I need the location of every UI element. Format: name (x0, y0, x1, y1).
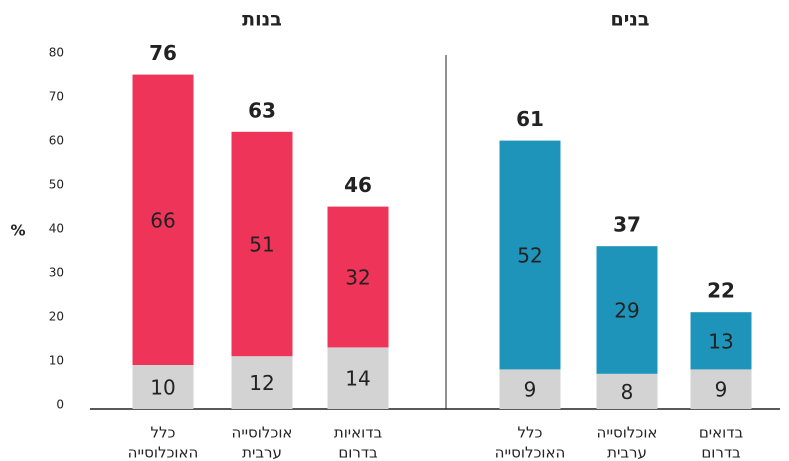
value-label: 12 (249, 371, 274, 395)
bar-segment (596, 373, 658, 409)
y-axis-label: % (10, 222, 25, 240)
bar-segment (231, 131, 293, 357)
value-label: 14 (345, 367, 370, 391)
y-tick-label: 60 (49, 134, 64, 148)
bar-segment (499, 369, 561, 409)
bar-segment (690, 369, 752, 409)
x-tick-label: האוכלוסייה (495, 444, 566, 461)
panel-title: בנות (242, 9, 282, 31)
value-label: 9 (524, 378, 537, 402)
total-label: 76 (149, 41, 177, 65)
value-label: 29 (614, 299, 639, 323)
y-tick-label: 50 (49, 178, 64, 192)
x-tick-label: אוכלוסייה (232, 424, 293, 442)
x-tick-label: כלל (518, 424, 543, 442)
x-tick-label: אוכלוסייה (597, 424, 658, 442)
total-label: 22 (707, 279, 735, 303)
panel-title: בנים (610, 9, 649, 31)
x-tick-label: האוכלוסייה (128, 444, 199, 461)
value-label: 8 (621, 380, 634, 404)
y-tick-label: 0 (56, 398, 64, 412)
y-tick-label: 80 (49, 46, 64, 60)
y-tick-label: 30 (49, 266, 64, 280)
value-label: 66 (150, 208, 175, 232)
bar-segment (596, 246, 658, 374)
value-label: 51 (249, 233, 274, 257)
total-label: 63 (248, 98, 276, 122)
bar-segment (327, 347, 389, 409)
bar-segment (132, 74, 194, 365)
value-label: 9 (715, 378, 728, 402)
x-tick-label: ערבית (607, 444, 647, 461)
total-label: 37 (613, 213, 641, 237)
x-tick-label: בדרום (701, 444, 741, 461)
y-tick-label: 40 (49, 222, 64, 236)
x-tick-label: בדואים (699, 424, 744, 442)
y-tick-label: 10 (49, 354, 64, 368)
bar-segment (690, 312, 752, 370)
bar-segment (231, 356, 293, 409)
y-tick-label: 70 (49, 90, 64, 104)
bar-segment (499, 140, 561, 370)
x-tick-label: בדרום (338, 444, 378, 461)
x-tick-label: בדואיות (334, 424, 383, 442)
value-label: 10 (150, 376, 175, 400)
x-tick-label: ערבית (242, 444, 282, 461)
value-label: 13 (708, 329, 733, 353)
bar-segment (327, 206, 389, 348)
y-tick-label: 20 (49, 310, 64, 324)
total-label: 61 (516, 107, 544, 131)
x-tick-label: כלל (151, 424, 176, 442)
value-label: 32 (345, 266, 370, 290)
total-label: 46 (344, 173, 372, 197)
value-label: 52 (517, 244, 542, 268)
bar-segment (132, 365, 194, 409)
